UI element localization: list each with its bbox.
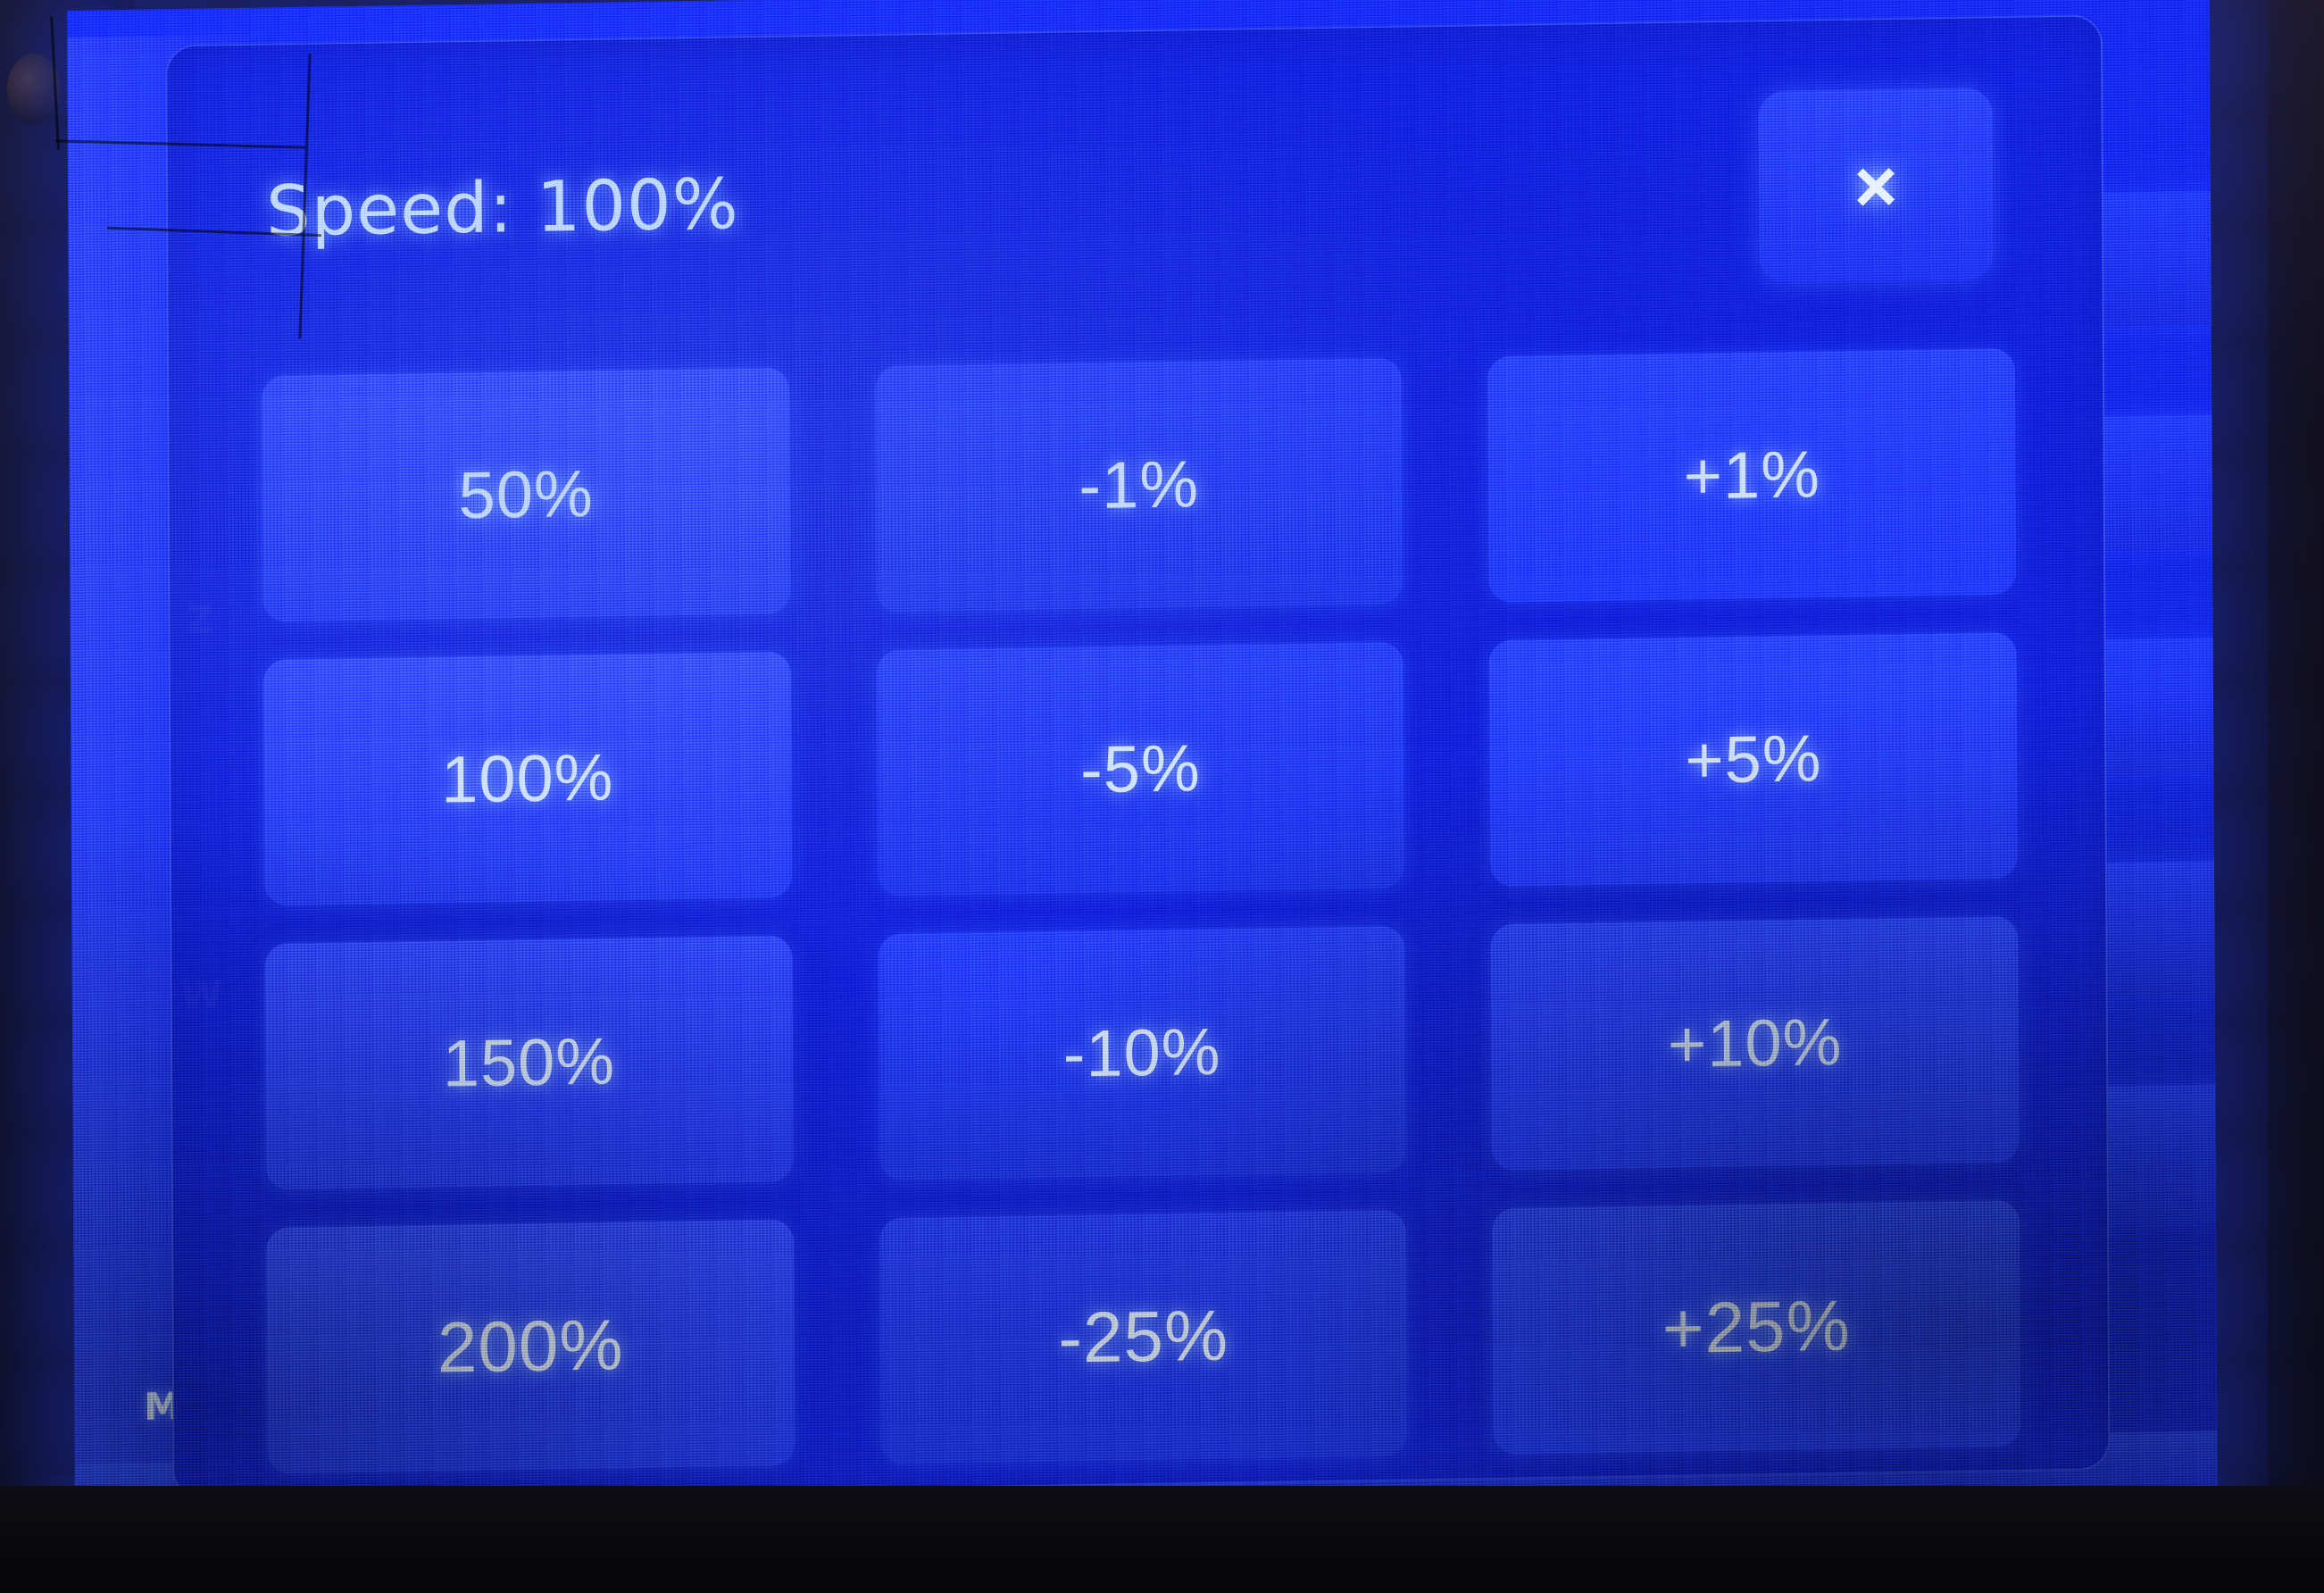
touchscreen-display: Z W M Speed: 100% × 50% -1% +1% (67, 0, 2218, 1546)
speed-button-label: +1% (1683, 437, 1821, 513)
speed-button-label: 150% (442, 1023, 616, 1101)
speed-increment-button[interactable]: +1% (1487, 347, 2017, 604)
speed-decrement-button[interactable]: -25% (879, 1209, 1408, 1464)
close-x-icon: × (1853, 143, 1898, 229)
close-button[interactable]: × (1758, 88, 1994, 284)
speed-decrement-button[interactable]: -5% (876, 641, 1405, 897)
speed-decrement-button[interactable]: -10% (878, 925, 1407, 1180)
speed-button-label: -25% (1058, 1295, 1229, 1378)
speed-preset-button[interactable]: 100% (262, 651, 792, 906)
device-bezel-bottom (0, 1486, 2324, 1593)
speed-button-grid: 50% -1% +1% 100% -5% +5% (219, 347, 2063, 1474)
speed-decrement-button[interactable]: -1% (874, 357, 1404, 613)
speed-button-label: 200% (437, 1305, 624, 1388)
speed-button-label: +10% (1667, 1004, 1843, 1081)
speed-increment-button[interactable]: +25% (1492, 1199, 2021, 1455)
speed-button-label: 100% (440, 739, 614, 817)
speed-button-label: 50% (458, 455, 594, 533)
speed-button-label: -1% (1079, 446, 1200, 523)
speed-preset-button[interactable]: 150% (264, 935, 794, 1190)
speed-preset-button[interactable]: 50% (262, 367, 791, 622)
speed-button-label: -5% (1079, 730, 1201, 807)
speed-preset-button[interactable]: 200% (266, 1219, 795, 1474)
bezel-knob (7, 54, 61, 125)
speed-button-label: +5% (1685, 721, 1822, 797)
modal-title: Speed: 100% (265, 164, 739, 253)
speed-increment-button[interactable]: +10% (1490, 915, 2020, 1172)
speed-button-label: -10% (1062, 1013, 1221, 1091)
speed-modal: Speed: 100% × 50% -1% +1% 100% (165, 14, 2111, 1501)
speed-increment-button[interactable]: +5% (1488, 631, 2018, 888)
speed-button-label: +25% (1662, 1285, 1851, 1369)
